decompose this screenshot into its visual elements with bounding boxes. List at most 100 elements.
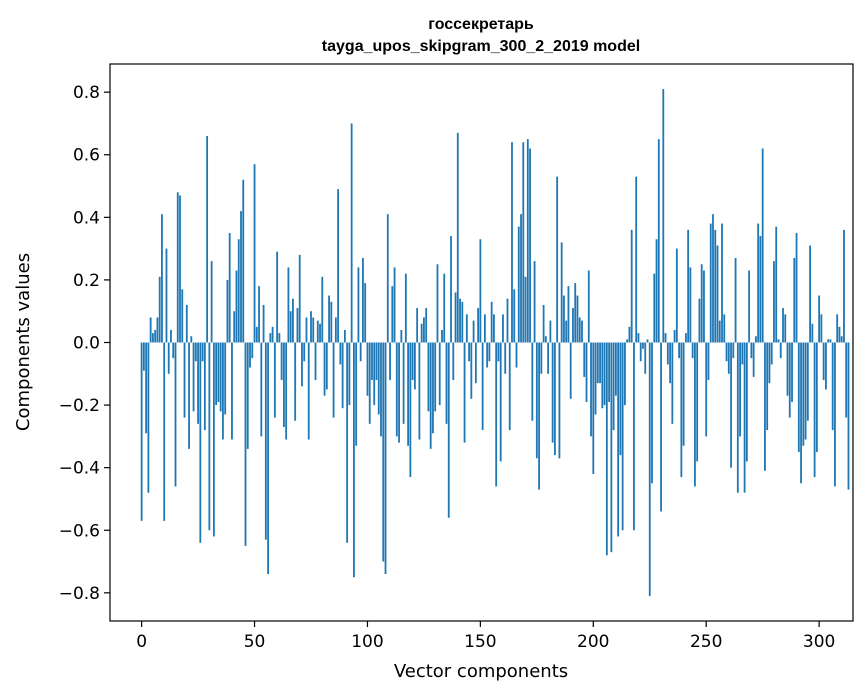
bar xyxy=(732,342,735,359)
bar xyxy=(183,342,186,418)
bar xyxy=(815,342,818,453)
bar xyxy=(646,339,649,343)
bar xyxy=(470,342,473,399)
bar xyxy=(479,239,482,343)
bar xyxy=(321,276,324,343)
bar xyxy=(800,342,802,484)
bar xyxy=(766,342,769,431)
bar xyxy=(687,229,690,343)
bar xyxy=(793,258,796,343)
bar xyxy=(511,142,513,343)
bar xyxy=(524,276,527,343)
bar xyxy=(170,329,172,343)
bar xyxy=(389,342,391,381)
bar xyxy=(242,179,245,343)
bar xyxy=(804,342,807,440)
bar xyxy=(838,326,841,343)
bar xyxy=(179,195,181,343)
bar xyxy=(486,342,489,368)
y-tick-label: 0.4 xyxy=(73,208,100,228)
bar xyxy=(590,342,592,437)
bar xyxy=(271,326,274,343)
bar xyxy=(418,342,421,440)
bar xyxy=(626,339,629,343)
bar xyxy=(395,342,398,437)
y-axis-ticks: −0.8 −0.6 −0.4 −0.2 0.0 0.2 0.4 0.6 0.8 xyxy=(59,83,110,604)
bar xyxy=(386,214,389,343)
bar xyxy=(314,342,317,381)
bar xyxy=(517,226,520,343)
bar xyxy=(219,342,222,412)
bar xyxy=(490,301,493,343)
bar xyxy=(208,342,211,531)
bar xyxy=(353,342,355,578)
bars-group xyxy=(140,89,850,596)
bar xyxy=(497,342,500,362)
bar xyxy=(596,342,599,384)
bar xyxy=(662,89,665,343)
bar xyxy=(224,342,227,415)
bar xyxy=(152,333,154,343)
bar xyxy=(215,342,218,406)
bar xyxy=(797,342,800,453)
bar xyxy=(813,342,816,478)
bar xyxy=(834,342,836,487)
bar xyxy=(508,342,511,431)
bar xyxy=(633,342,635,531)
bar xyxy=(544,336,547,343)
bar xyxy=(718,320,721,343)
bar xyxy=(357,267,360,343)
bar xyxy=(547,342,550,374)
bar xyxy=(651,342,653,484)
bar xyxy=(167,342,170,374)
bar xyxy=(325,342,328,390)
bar xyxy=(258,286,260,343)
bar xyxy=(745,342,748,462)
bar xyxy=(438,342,441,406)
bar xyxy=(483,314,486,343)
chart-title: госсекретарь xyxy=(428,16,534,33)
bar xyxy=(730,342,732,468)
bar xyxy=(294,342,297,421)
bar xyxy=(206,135,209,343)
bar xyxy=(743,342,746,493)
bar xyxy=(420,323,423,343)
bar xyxy=(373,342,376,406)
bar xyxy=(355,342,358,446)
bar xyxy=(578,317,581,343)
bar xyxy=(712,214,714,343)
bar xyxy=(255,326,258,343)
bar xyxy=(736,342,739,493)
bar xyxy=(603,342,606,406)
bar xyxy=(260,342,263,437)
bar xyxy=(617,342,620,537)
bar xyxy=(556,176,559,343)
bar xyxy=(450,236,452,343)
bar xyxy=(398,342,400,443)
bar xyxy=(382,342,385,562)
y-axis-label: Components values xyxy=(13,253,34,431)
bar xyxy=(694,342,696,487)
bar xyxy=(700,264,703,343)
bar xyxy=(691,342,694,359)
bar xyxy=(619,342,622,456)
bar xyxy=(764,342,766,471)
bar xyxy=(251,342,254,359)
bar xyxy=(560,242,563,343)
bar xyxy=(456,132,459,343)
bar xyxy=(391,286,394,343)
bar xyxy=(714,229,717,343)
bar xyxy=(235,270,238,343)
bar xyxy=(371,342,373,381)
bar xyxy=(316,320,319,343)
bar xyxy=(447,342,450,518)
bar xyxy=(154,329,157,343)
bar xyxy=(411,342,414,381)
bar xyxy=(404,273,407,343)
bar xyxy=(350,123,353,343)
bar xyxy=(513,289,516,343)
bar xyxy=(587,270,590,343)
bar xyxy=(549,320,552,343)
bar xyxy=(287,267,290,343)
